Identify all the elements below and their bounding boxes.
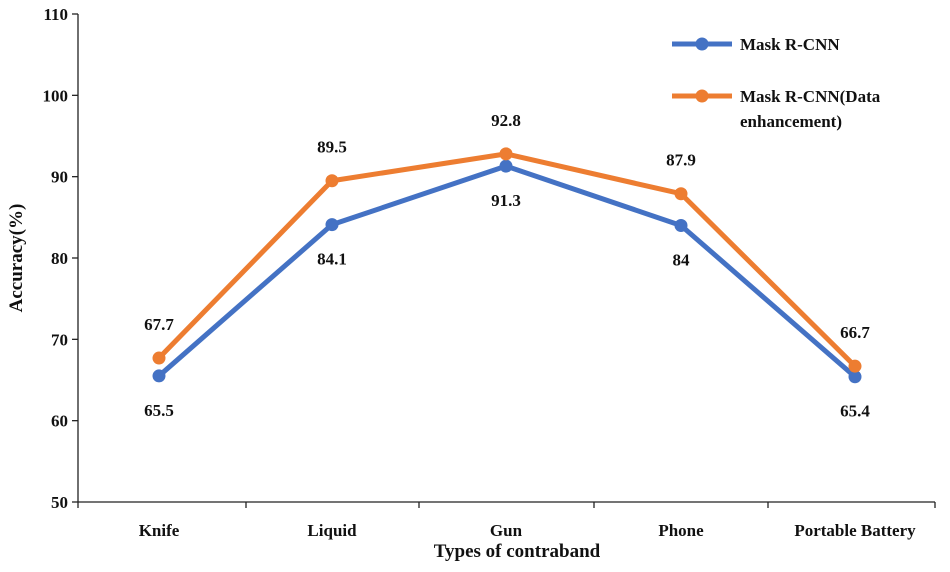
- y-tick-label: 70: [51, 330, 68, 349]
- point-mask-r-cnn-liquid: [325, 218, 339, 232]
- x-tick-label-portable-battery: Portable Battery: [794, 521, 916, 540]
- y-axis-title: Accuracy(%): [6, 204, 27, 313]
- legend-marker-mask-r-cnn: [695, 37, 709, 51]
- legend-label-mask-r-cnn-data-enhancement: Mask R-CNN(Data: [740, 87, 881, 106]
- data-label-mask-r-cnn-liquid: 84.1: [317, 250, 347, 269]
- data-label-mask-r-cnn-data-enhancement-liquid: 89.5: [317, 138, 347, 157]
- y-axis-ticks: 50 60 70 80 90 100 110: [43, 5, 78, 512]
- data-label-mask-r-cnn-data-enhancement-gun: 92.8: [491, 111, 521, 130]
- legend-marker-mask-r-cnn-data-enhancement: [695, 89, 709, 103]
- series-group: [152, 147, 862, 384]
- x-tick-label-knife: Knife: [139, 521, 180, 540]
- data-label-mask-r-cnn-data-enhancement-phone: 87.9: [666, 151, 696, 170]
- y-tick-label: 80: [51, 249, 68, 268]
- point-mask-r-cnn-data-enhancement-portable-battery: [848, 359, 862, 373]
- data-label-mask-r-cnn-portable-battery: 65.4: [840, 402, 870, 421]
- x-tick-label-gun: Gun: [490, 521, 523, 540]
- data-label-mask-r-cnn-data-enhancement-knife: 67.7: [144, 315, 174, 334]
- legend-label-mask-r-cnn: Mask R-CNN: [740, 35, 840, 54]
- data-labels: 65.5 84.1 91.3 84 65.4 67.7 89.5 92.8 87.9 66.7: [144, 111, 870, 421]
- data-label-mask-r-cnn-knife: 65.5: [144, 401, 174, 420]
- x-axis-title: Types of contraband: [434, 541, 601, 562]
- data-label-mask-r-cnn-gun: 91.3: [491, 191, 521, 210]
- y-tick-label: 100: [43, 86, 69, 105]
- x-tick-label-liquid: Liquid: [307, 521, 357, 540]
- data-label-mask-r-cnn-phone: 84: [673, 250, 691, 269]
- point-mask-r-cnn-portable-battery: [848, 370, 862, 384]
- point-mask-r-cnn-data-enhancement-knife: [152, 351, 166, 365]
- x-axis-ticks: Knife Liquid Gun Phone Portable Battery: [77, 502, 936, 540]
- point-mask-r-cnn-phone: [674, 218, 688, 232]
- y-tick-label: 110: [43, 5, 68, 24]
- y-tick-label: 90: [51, 168, 68, 187]
- series-line-mask-r-cnn-data-enhancement: [157, 151, 857, 368]
- y-tick-label: 50: [51, 493, 68, 512]
- data-label-mask-r-cnn-data-enhancement-portable-battery: 66.7: [840, 323, 870, 342]
- point-mask-r-cnn-knife: [152, 369, 166, 383]
- point-mask-r-cnn-data-enhancement-gun: [499, 147, 513, 161]
- legend: Mask R-CNN Mask R-CNN(Data enhancement): [672, 35, 881, 131]
- point-mask-r-cnn-data-enhancement-liquid: [325, 174, 339, 188]
- y-tick-label: 60: [51, 412, 68, 431]
- point-mask-r-cnn-gun: [499, 159, 513, 173]
- point-mask-r-cnn-data-enhancement-phone: [674, 187, 688, 201]
- legend-label-mask-r-cnn-data-enhancement-line2: enhancement): [740, 112, 842, 131]
- x-tick-label-phone: Phone: [658, 521, 704, 540]
